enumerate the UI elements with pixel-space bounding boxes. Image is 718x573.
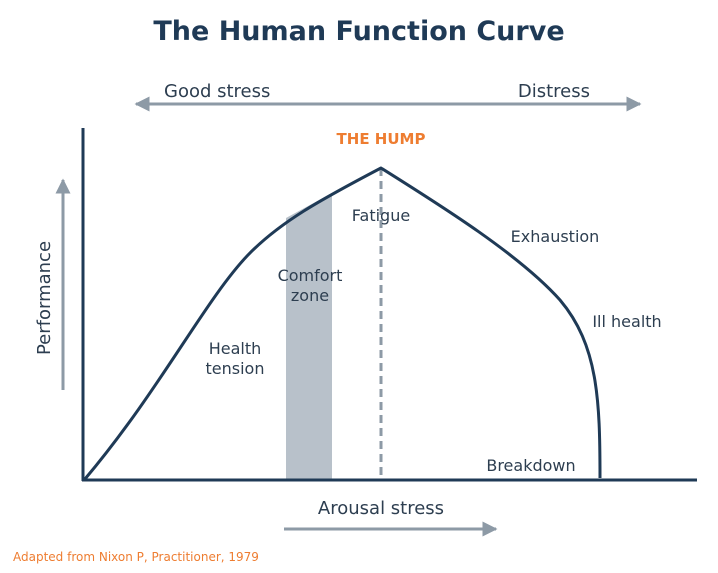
hump-label: THE HUMP [337, 130, 426, 148]
comfort-zone-label-line2: zone [291, 286, 329, 305]
source-credit: Adapted from Nixon P, Practitioner, 1979 [13, 550, 259, 564]
ill-health-label: Ill health [592, 312, 661, 331]
function-curve [83, 166, 602, 480]
comfort-zone-band [286, 193, 332, 480]
fatigue-label: Fatigue [352, 206, 410, 225]
comfort-zone-label-line1: Comfort [278, 266, 343, 285]
breakdown-label: Breakdown [486, 456, 575, 475]
health-tension-label-line2: tension [206, 359, 265, 378]
x-axis-label: Arousal stress [318, 498, 444, 519]
exhaustion-label: Exhaustion [511, 227, 600, 246]
y-axis-label: Performance [34, 241, 55, 355]
diagram-title: The Human Function Curve [153, 16, 564, 47]
distress-label: Distress [518, 81, 590, 102]
good-stress-label: Good stress [164, 81, 270, 102]
health-tension-label-line1: Health [209, 339, 262, 358]
